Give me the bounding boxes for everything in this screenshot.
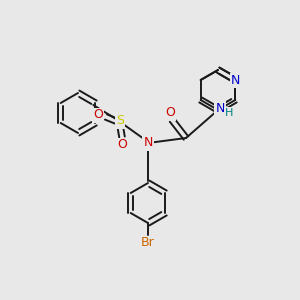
- Text: Br: Br: [141, 236, 155, 250]
- Text: N: N: [143, 136, 153, 149]
- Text: O: O: [165, 106, 175, 119]
- Text: O: O: [117, 139, 127, 152]
- Text: N: N: [215, 101, 225, 115]
- Text: S: S: [116, 115, 124, 128]
- Text: H: H: [225, 108, 233, 118]
- Text: O: O: [93, 109, 103, 122]
- Text: N: N: [231, 74, 240, 86]
